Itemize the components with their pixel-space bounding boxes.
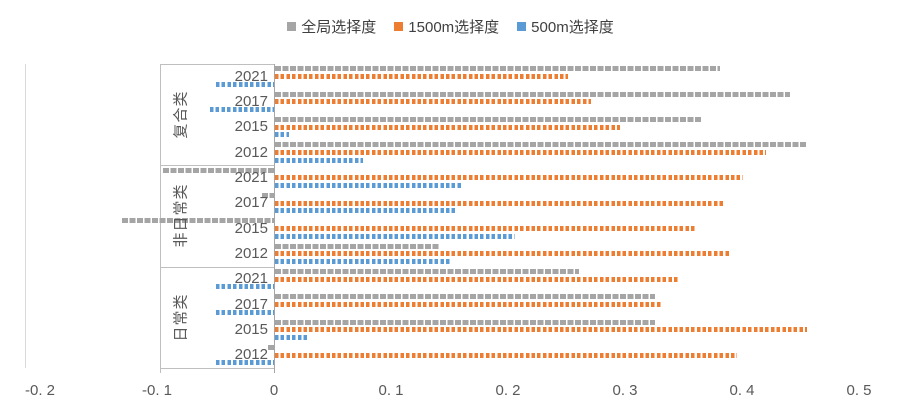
- bar-1500m选择度-日常类-2021[interactable]: [275, 276, 679, 282]
- bar-全局选择度-非日常类-2015[interactable]: [121, 218, 274, 224]
- category-year-label-非日常类-2012: 2012: [234, 245, 268, 262]
- category-divider: [160, 64, 274, 65]
- bar-全局选择度-复合类-2015[interactable]: [275, 117, 703, 123]
- x-axis-tick-label: 0. 5: [846, 382, 872, 399]
- category-year-label-日常类-2017: 2017: [234, 295, 268, 313]
- x-axis-tick-label: 0: [269, 382, 279, 399]
- bar-1500m选择度-日常类-2015[interactable]: [275, 327, 808, 333]
- bar-1500m选择度-非日常类-2017[interactable]: [275, 200, 726, 206]
- bar-1500m选择度-复合类-2017[interactable]: [275, 99, 591, 105]
- bar-1500m选择度-复合类-2012[interactable]: [275, 150, 767, 155]
- bar-1500m选择度-非日常类-2015[interactable]: [275, 226, 697, 231]
- bar-500m选择度-复合类-2015[interactable]: [275, 132, 290, 138]
- plot-left-border: [25, 64, 26, 368]
- category-year-label-日常类-2012: 2012: [234, 346, 268, 364]
- bar-1500m选择度-复合类-2015[interactable]: [275, 124, 621, 130]
- category-year-label-日常类-2021: 2021: [234, 270, 268, 288]
- legend-marker-global: [287, 22, 297, 31]
- x-axis-tick-label: -0. 1: [141, 382, 172, 399]
- bar-全局选择度-非日常类-2021[interactable]: [162, 167, 274, 173]
- legend-label-500m: 500m选择度: [531, 19, 614, 36]
- bar-500m选择度-非日常类-2021[interactable]: [275, 182, 463, 188]
- legend-item-global[interactable]: 全局选择度: [287, 16, 376, 37]
- bar-1500m选择度-日常类-2017[interactable]: [275, 302, 662, 307]
- bar-全局选择度-非日常类-2012[interactable]: [275, 243, 439, 249]
- bar-500m选择度-日常类-2015[interactable]: [275, 334, 307, 340]
- category-year-label-复合类-2012: 2012: [234, 143, 268, 161]
- category-year-label-复合类-2021: 2021: [234, 67, 268, 85]
- x-axis-tick-label: -0. 2: [24, 382, 55, 399]
- x-axis-tick-label: 0. 4: [729, 382, 755, 399]
- bar-500m选择度-复合类-2012[interactable]: [275, 157, 363, 163]
- legend-marker-1500m: [394, 22, 404, 31]
- x-axis-tick-label: 0. 2: [495, 382, 521, 399]
- bar-500m选择度-日常类-2012[interactable]: [215, 360, 274, 366]
- category-year-label-非日常类-2021: 2021: [234, 169, 268, 186]
- bar-1500m选择度-非日常类-2021[interactable]: [275, 175, 743, 181]
- bar-500m选择度-非日常类-2012[interactable]: [275, 258, 451, 264]
- category-year-label-复合类-2017: 2017: [234, 93, 268, 110]
- category-group-label-非日常类: 非日常类: [166, 165, 194, 266]
- category-year-label-非日常类-2017: 2017: [234, 194, 268, 212]
- value-axis-line: [274, 64, 275, 373]
- category-divider: [160, 165, 274, 167]
- category-year-label-日常类-2015: 2015: [234, 321, 268, 338]
- bar-全局选择度-复合类-2021[interactable]: [275, 66, 720, 72]
- bar-全局选择度-日常类-2012[interactable]: [268, 345, 274, 351]
- bar-全局选择度-日常类-2017[interactable]: [275, 294, 656, 300]
- bar-全局选择度-日常类-2021[interactable]: [275, 269, 580, 275]
- legend-label-global: 全局选择度: [301, 19, 377, 36]
- category-group-label-复合类: 复合类: [166, 64, 194, 165]
- category-year-label-复合类-2015: 2015: [234, 118, 268, 136]
- legend-item-500m[interactable]: 500m选择度: [517, 16, 614, 37]
- x-axis-tick-label: 0. 1: [378, 382, 404, 399]
- legend-marker-500m: [517, 22, 527, 31]
- chart-legend: 全局选择度 1500m选择度 500m选择度: [0, 16, 901, 37]
- category-divider: [160, 368, 274, 369]
- bar-1500m选择度-非日常类-2012[interactable]: [275, 251, 732, 257]
- category-group-label-text: 复合类: [172, 90, 190, 139]
- category-group-label-text: 日常类: [172, 293, 190, 342]
- bar-1500m选择度-复合类-2021[interactable]: [275, 74, 568, 79]
- category-divider: [160, 266, 274, 268]
- bar-全局选择度-日常类-2015[interactable]: [275, 319, 656, 325]
- bar-500m选择度-日常类-2017[interactable]: [215, 309, 274, 315]
- legend-label-1500m: 1500m选择度: [408, 19, 500, 36]
- bar-500m选择度-非日常类-2017[interactable]: [275, 208, 457, 214]
- category-year-label-非日常类-2015: 2015: [234, 219, 268, 237]
- bar-500m选择度-日常类-2021[interactable]: [215, 284, 274, 290]
- bar-500m选择度-复合类-2021[interactable]: [215, 81, 274, 87]
- category-group-label-日常类: 日常类: [166, 267, 194, 368]
- bar-500m选择度-复合类-2017[interactable]: [209, 106, 274, 112]
- bar-全局选择度-复合类-2012[interactable]: [275, 142, 808, 148]
- bar-全局选择度-非日常类-2017[interactable]: [262, 193, 274, 199]
- bar-500m选择度-非日常类-2015[interactable]: [275, 233, 515, 239]
- bar-全局选择度-复合类-2017[interactable]: [275, 91, 790, 97]
- x-axis-tick-label: 0. 3: [612, 382, 638, 399]
- bar-1500m选择度-日常类-2012[interactable]: [275, 352, 738, 358]
- legend-item-1500m[interactable]: 1500m选择度: [394, 16, 499, 37]
- category-group-label-text: 非日常类: [172, 183, 190, 248]
